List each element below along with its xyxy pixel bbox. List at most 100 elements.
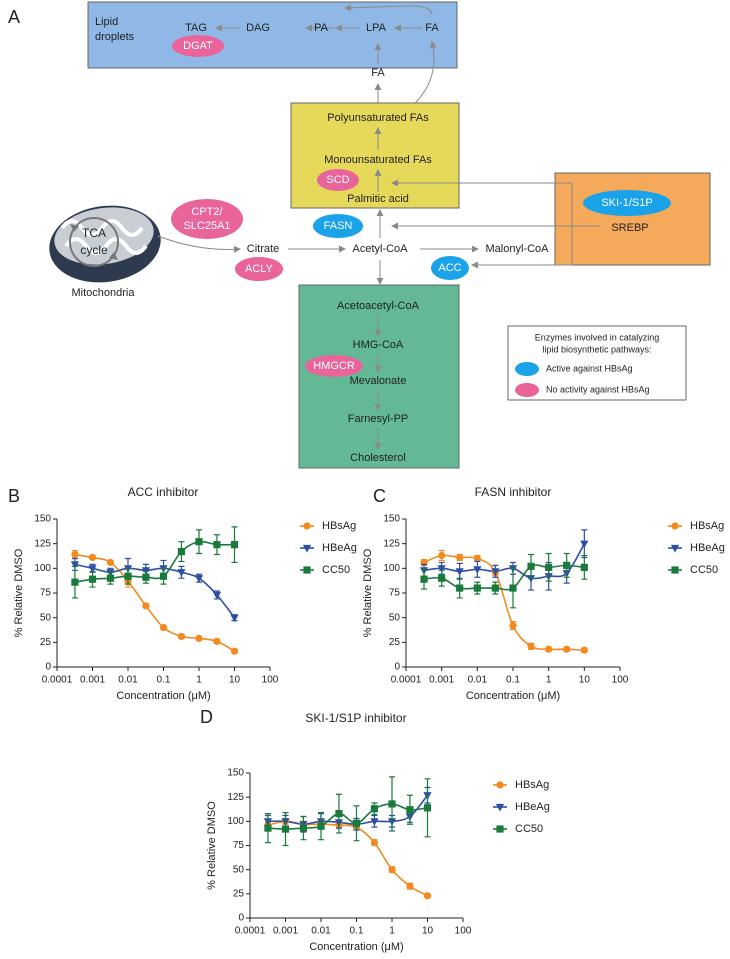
node-label: LPA (366, 22, 387, 34)
y-tick-label: 75 (233, 840, 245, 851)
node-label: Lipid (95, 16, 118, 28)
point (580, 563, 588, 571)
point (177, 632, 186, 641)
x-tick-label: 100 (262, 675, 279, 686)
node-label: Monounsaturated FAs (324, 154, 432, 166)
point (423, 892, 432, 900)
y-tick-label: 25 (40, 637, 52, 648)
y-tick-label: 125 (34, 538, 51, 549)
node-label: TCA (82, 226, 106, 240)
legend-label: HBsAg (515, 779, 549, 791)
enzyme (305, 355, 363, 377)
enzyme-label: ACLY (245, 263, 274, 275)
y-tick-label: 150 (34, 514, 51, 525)
point (264, 824, 272, 832)
legend-marker (670, 544, 680, 553)
legend-marker (303, 522, 311, 530)
enzyme (235, 257, 283, 281)
fit-line (423, 543, 586, 580)
y-tick-label: 0 (45, 662, 51, 673)
point (124, 572, 132, 580)
point (370, 839, 379, 847)
legend-label: CC50 (322, 564, 350, 576)
x-tick-label: 0.01 (468, 675, 488, 686)
chart-title: SKI-1/S1P inhibitor (305, 711, 406, 725)
node-label: SREBP (611, 222, 648, 234)
node-label: DAG (246, 22, 270, 34)
legend-marker (671, 522, 679, 530)
point (491, 568, 500, 576)
enzyme-label: FASN (324, 220, 353, 232)
point (423, 804, 432, 812)
node-label: droplets (95, 31, 135, 43)
node-label: Citrate (247, 243, 279, 255)
fit-line (423, 554, 585, 652)
legend-label: CC50 (690, 564, 718, 576)
panel-label: B (8, 486, 20, 506)
point (580, 646, 588, 654)
point (177, 569, 186, 577)
legend-marker (495, 803, 505, 812)
point (352, 819, 361, 827)
point (106, 558, 115, 567)
point (456, 584, 464, 592)
y-tick-label: 100 (383, 563, 400, 574)
point (335, 810, 343, 818)
y-tick-label: 150 (227, 768, 244, 779)
legend-label: HBeAg (515, 801, 550, 813)
point (71, 578, 79, 586)
point (545, 563, 553, 571)
x-tick-label: 0.001 (429, 675, 454, 686)
point (563, 561, 571, 569)
point (491, 584, 499, 592)
point (212, 591, 222, 600)
point (213, 541, 221, 549)
y-tick-label: 100 (227, 816, 244, 827)
x-tick-label: 1 (546, 675, 552, 686)
enzyme-label: HMGCR (313, 360, 355, 372)
point (437, 565, 446, 573)
y-tick-label: 75 (389, 588, 401, 599)
x-tick-label: 100 (612, 675, 629, 686)
x-axis-label: Concentration (μM) (116, 690, 210, 702)
enzyme-label: SLC25A1 (183, 220, 230, 232)
y-tick-label: 25 (389, 637, 401, 648)
x-tick-label: 0.1 (506, 675, 520, 686)
node-label: Mevalonate (350, 375, 407, 387)
point (195, 634, 203, 642)
chart-title: FASN inhibitor (475, 485, 552, 499)
point (420, 575, 428, 583)
lipid-droplet-box (87, 1, 458, 69)
point (88, 575, 97, 583)
pathway-arrows (157, 4, 600, 450)
x-tick-label: 10 (422, 926, 434, 937)
node-label: Acetoacetyl-CoA (337, 300, 420, 312)
point (230, 614, 239, 623)
enzyme (431, 256, 469, 280)
x-tick-label: 0.001 (80, 675, 105, 686)
legend-label: CC50 (515, 823, 543, 835)
legend-label: Active against HBsAg (546, 363, 633, 373)
fit-line (267, 794, 429, 826)
x-tick-label: 0.0001 (42, 675, 73, 686)
legend-title: lipid biosynthetic pathways: (542, 344, 651, 354)
point (299, 824, 308, 832)
enzyme (172, 35, 224, 57)
x-tick-label: 100 (455, 926, 472, 937)
point (370, 805, 379, 813)
legend-label: HBsAg (322, 520, 356, 532)
point (213, 637, 221, 645)
point (142, 573, 150, 581)
y-tick-label: 75 (40, 588, 52, 599)
panel-label: A (8, 7, 20, 27)
enzyme (317, 169, 359, 191)
enzyme (171, 199, 243, 239)
x-tick-label: 10 (229, 675, 241, 686)
y-tick-label: 50 (389, 612, 401, 623)
node-label: Malonyl-CoA (486, 243, 550, 255)
node-label: Polyunsaturated FAs (327, 112, 429, 124)
panel-label: C (373, 486, 386, 506)
srebp-box (554, 172, 711, 266)
mitochondrion (49, 205, 161, 283)
